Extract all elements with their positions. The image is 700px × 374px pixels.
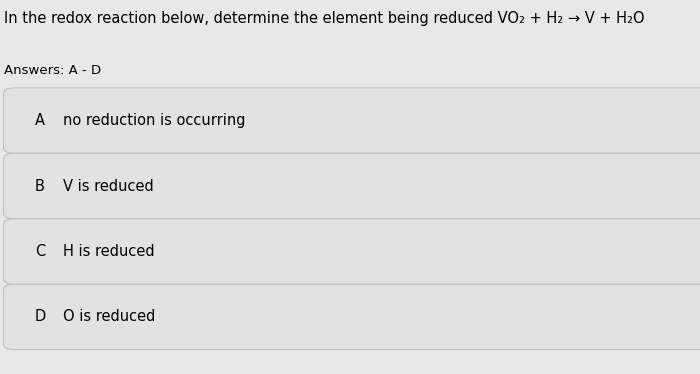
Text: H is reduced: H is reduced bbox=[63, 244, 155, 259]
FancyBboxPatch shape bbox=[4, 219, 700, 284]
Text: Answers: A - D: Answers: A - D bbox=[4, 64, 101, 77]
Text: V is reduced: V is reduced bbox=[63, 178, 154, 194]
Text: B: B bbox=[35, 178, 45, 194]
Text: C: C bbox=[35, 244, 46, 259]
FancyBboxPatch shape bbox=[4, 284, 700, 350]
FancyBboxPatch shape bbox=[4, 153, 700, 219]
Text: no reduction is occurring: no reduction is occurring bbox=[63, 113, 246, 128]
Text: O is reduced: O is reduced bbox=[63, 309, 155, 325]
FancyBboxPatch shape bbox=[4, 88, 700, 153]
Text: In the redox reaction below, determine the element being reduced VO₂ + H₂ → V + : In the redox reaction below, determine t… bbox=[4, 11, 644, 26]
Text: D: D bbox=[35, 309, 46, 325]
Text: A: A bbox=[35, 113, 45, 128]
